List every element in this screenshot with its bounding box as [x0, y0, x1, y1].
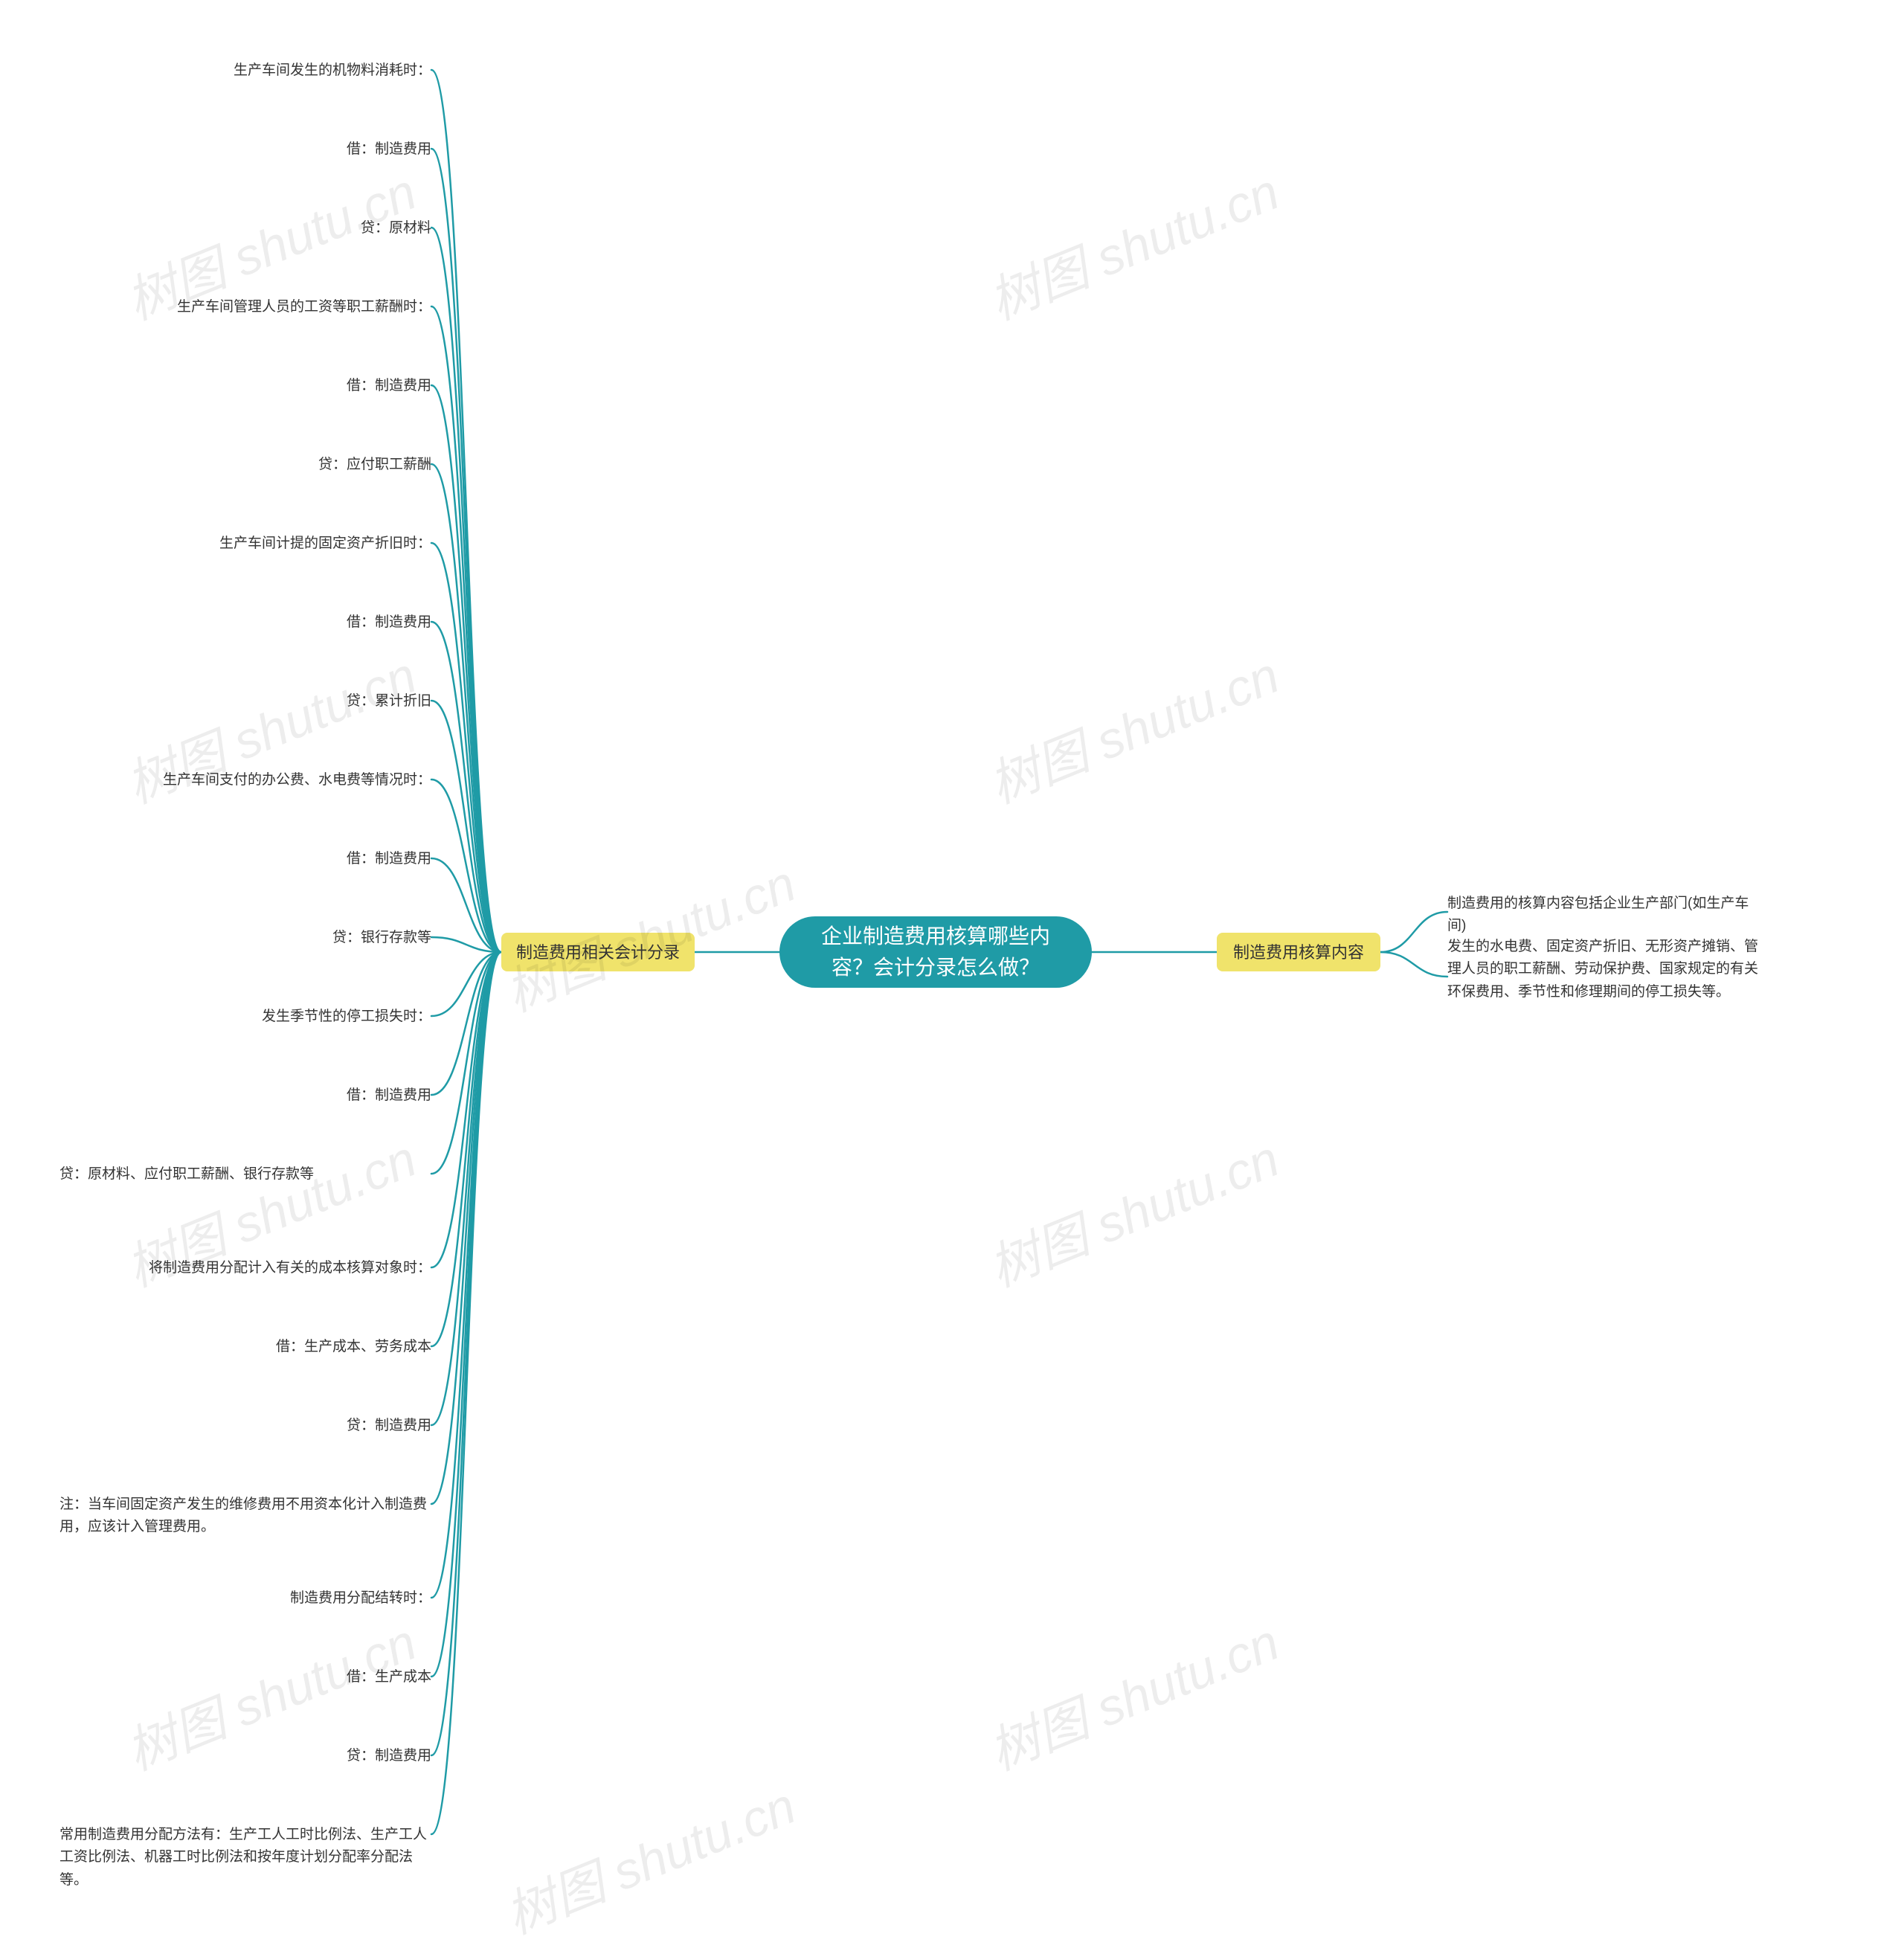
left-leaf: 贷：制造费用 — [60, 1415, 431, 1437]
watermark: 树图 shutu.cn — [977, 151, 1288, 334]
left-branch-text: 制造费用相关会计分录 — [516, 940, 680, 965]
left-leaf: 借：制造费用 — [60, 138, 431, 161]
left-leaf: 贷：原材料、应付职工薪酬、银行存款等 — [60, 1163, 431, 1186]
left-leaf: 借：制造费用 — [60, 375, 431, 397]
left-leaf: 贷：银行存款等 — [60, 927, 431, 949]
left-leaf: 将制造费用分配计入有关的成本核算对象时： — [60, 1257, 431, 1279]
left-leaf: 制造费用分配结转时： — [60, 1587, 431, 1610]
root-text: 企业制造费用核算哪些内容？会计分录怎么做？ — [806, 921, 1065, 983]
right-branch: 制造费用核算内容 — [1217, 933, 1380, 971]
right-branch-text: 制造费用核算内容 — [1233, 940, 1364, 965]
left-leaf: 发生季节性的停工损失时： — [60, 1006, 431, 1028]
left-branch: 制造费用相关会计分录 — [501, 933, 695, 971]
watermark: 树图 shutu.cn — [977, 1118, 1288, 1301]
right-leaf: 发生的水电费、固定资产折旧、无形资产摊销、管理人员的职工薪酬、劳动保护费、国家规… — [1447, 936, 1767, 1003]
left-leaf: 生产车间管理人员的工资等职工薪酬时： — [60, 296, 431, 318]
left-leaf: 注：当车间固定资产发生的维修费用不用资本化计入制造费用，应该计入管理费用。 — [60, 1494, 431, 1539]
left-leaf: 借：生产成本 — [60, 1666, 431, 1688]
left-leaf: 借：制造费用 — [60, 611, 431, 634]
root-node: 企业制造费用核算哪些内容？会计分录怎么做？ — [779, 916, 1092, 988]
left-leaf: 生产车间计提的固定资产折旧时： — [60, 533, 431, 555]
left-leaf: 生产车间支付的办公费、水电费等情况时： — [60, 769, 431, 791]
left-leaf: 生产车间发生的机物料消耗时： — [60, 60, 431, 82]
left-leaf: 常用制造费用分配方法有：生产工人工时比例法、生产工人工资比例法、机器工时比例法和… — [60, 1824, 431, 1891]
left-leaf: 借：生产成本、劳务成本 — [60, 1336, 431, 1358]
watermark: 树图 shutu.cn — [977, 634, 1288, 817]
left-leaf: 贷：应付职工薪酬 — [60, 454, 431, 476]
watermark: 树图 shutu.cn — [977, 1601, 1288, 1784]
left-leaf: 贷：累计折旧 — [60, 690, 431, 713]
left-leaf: 贷：制造费用 — [60, 1745, 431, 1767]
left-leaf: 借：制造费用 — [60, 1084, 431, 1107]
watermark: 树图 shutu.cn — [493, 1765, 805, 1948]
left-leaf: 贷：原材料 — [60, 217, 431, 240]
right-leaf: 制造费用的核算内容包括企业生产部门(如生产车间) — [1447, 893, 1767, 938]
mindmap-canvas: 企业制造费用核算哪些内容？会计分录怎么做？ 制造费用核算内容 制造费用的核算内容… — [0, 0, 1904, 1904]
left-leaf: 借：制造费用 — [60, 848, 431, 870]
